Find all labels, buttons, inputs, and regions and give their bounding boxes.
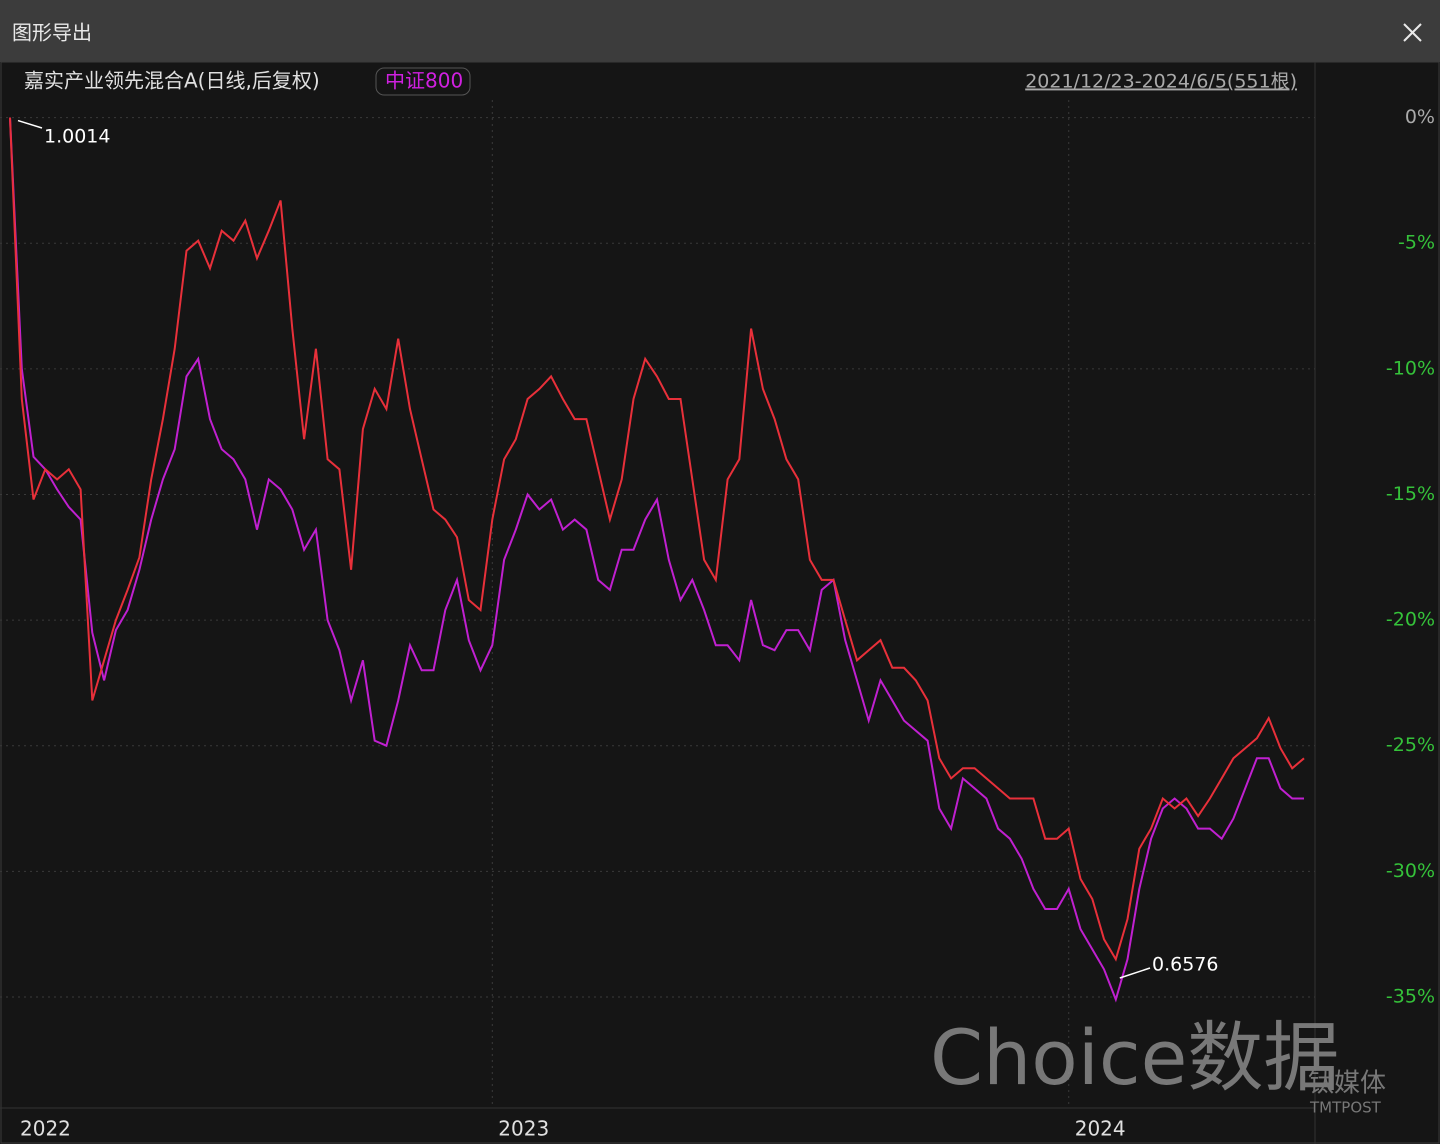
x-tick-label: 2024 [1075, 1117, 1126, 1141]
y-tick-label: -10% [1386, 357, 1435, 379]
watermark: Choice数据 [930, 1013, 1339, 1102]
date-range: 2021/12/23-2024/6/5(551根) [1025, 71, 1297, 93]
title-bar [0, 0, 1440, 62]
x-tick-label: 2023 [498, 1117, 549, 1141]
series-line [9, 117, 1304, 1003]
watermark: 钛媒体 [1308, 1069, 1386, 1099]
y-tick-label: -30% [1386, 860, 1435, 882]
y-tick-label: -5% [1398, 232, 1435, 254]
y-tick-label: -20% [1386, 609, 1435, 631]
annotation: 1.0014 [44, 126, 110, 148]
legend-entry: 嘉实产业领先混合A(日线,后复权) [24, 69, 320, 93]
y-tick-label: -25% [1386, 734, 1435, 756]
y-tick-label: -35% [1386, 985, 1435, 1007]
annotation-arrow [17, 119, 43, 129]
annotation-arrow [1119, 967, 1151, 979]
x-tick-label: 2022 [20, 1117, 71, 1141]
close-button[interactable] [1403, 23, 1422, 42]
window-title: 图形导出 [12, 21, 92, 45]
y-tick-label: 0% [1405, 106, 1435, 128]
frame [0, 61, 1440, 1144]
annotation: 0.6576 [1152, 954, 1218, 976]
watermark: TMTPOST [1309, 1099, 1382, 1117]
y-tick-label: -15% [1386, 483, 1435, 505]
legend-badge [375, 67, 471, 96]
legend-entry: 中证800 [385, 69, 463, 93]
series-line [9, 117, 1305, 962]
